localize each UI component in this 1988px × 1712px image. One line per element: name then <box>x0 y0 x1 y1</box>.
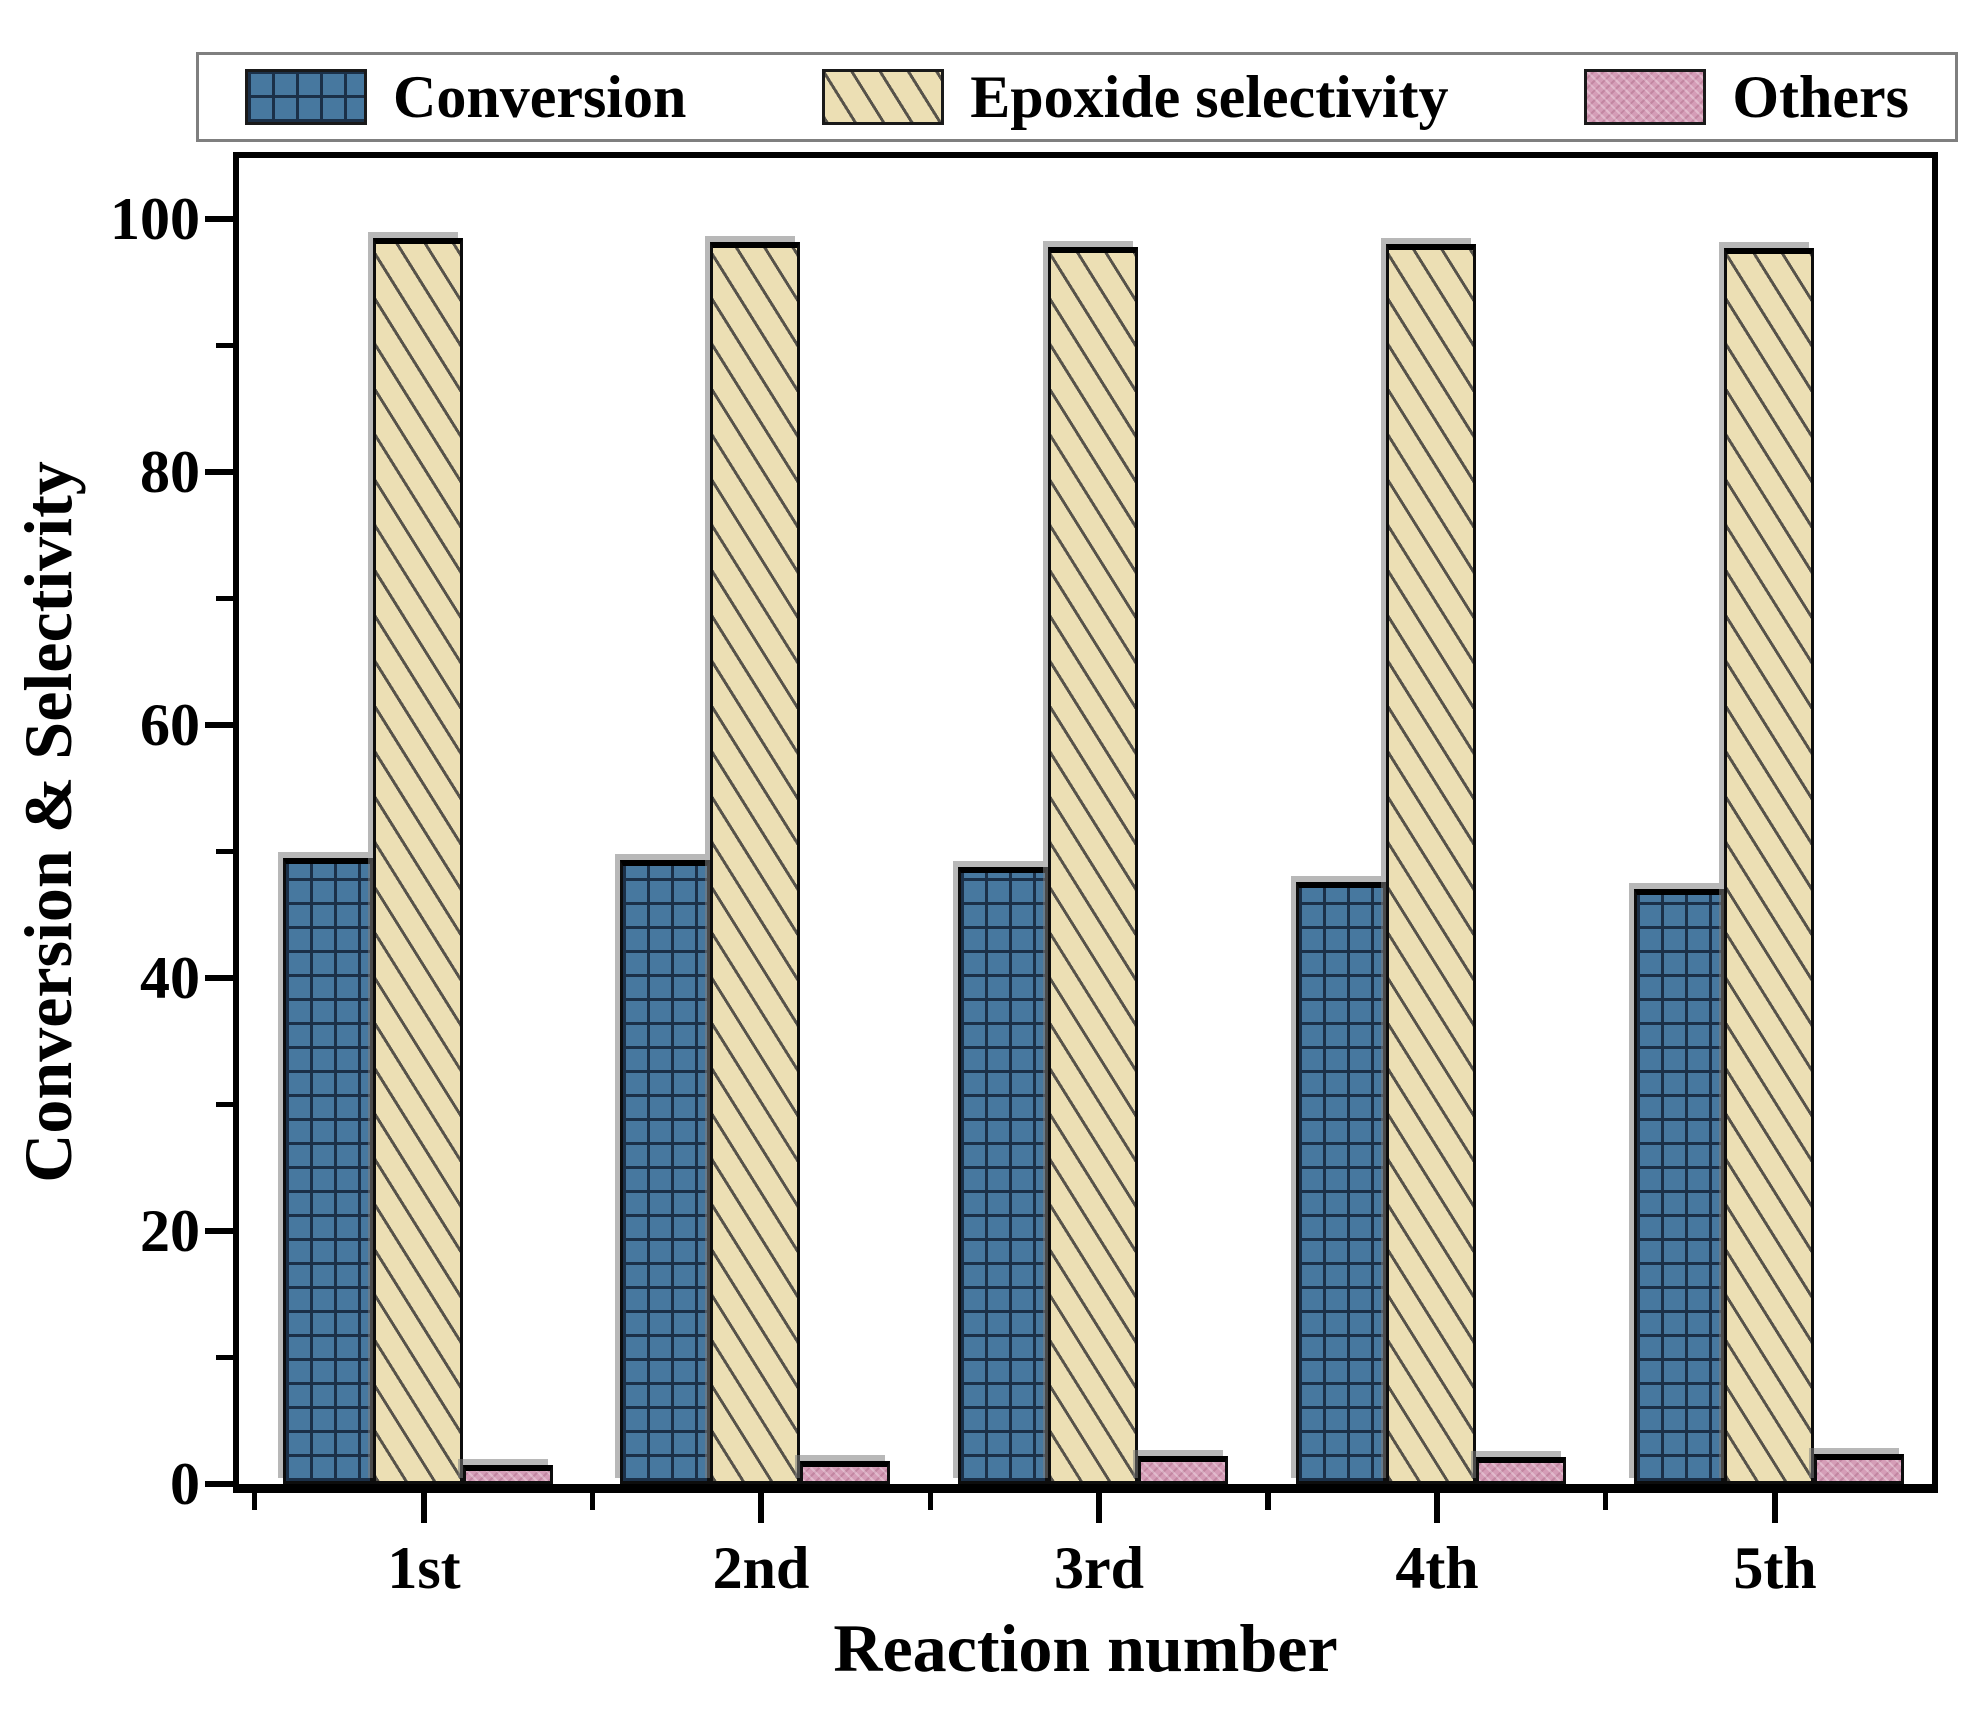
y-minor-tick <box>216 343 233 348</box>
bar-conversion-3rd <box>958 867 1048 1484</box>
bar-epoxide-selectivity-2nd <box>710 242 800 1484</box>
fine-swatch-icon <box>1584 69 1707 125</box>
bar-others-4th <box>1476 1457 1566 1484</box>
y-major-tick <box>205 975 233 981</box>
x-major-tick <box>1434 1493 1440 1523</box>
bar-others-2nd <box>800 1461 890 1484</box>
bar-epoxide-selectivity-4th <box>1386 244 1476 1484</box>
bar-epoxide-selectivity-1st <box>373 238 463 1484</box>
x-minor-tick <box>252 1493 257 1510</box>
grid-swatch-icon <box>245 69 367 125</box>
y-major-tick <box>205 469 233 475</box>
legend-item-0: Conversion <box>245 67 686 127</box>
x-major-tick <box>758 1493 764 1523</box>
legend: Conversion Epoxide selectivity Others <box>196 52 1958 142</box>
bar-epoxide-selectivity-5th <box>1724 248 1814 1484</box>
plot-area <box>233 152 1938 1493</box>
bar-epoxide-selectivity-3rd <box>1048 247 1138 1484</box>
y-major-tick <box>205 1228 233 1234</box>
legend-item-2: Others <box>1584 67 1909 127</box>
y-tick-label: 60 <box>140 692 200 758</box>
y-major-tick <box>205 722 233 728</box>
x-tick-label: 3rd <box>1054 1535 1144 1601</box>
y-minor-tick <box>216 1102 233 1107</box>
x-axis-title: Reaction number <box>833 1610 1338 1686</box>
x-major-tick <box>421 1493 427 1523</box>
y-tick-label: 0 <box>170 1451 200 1517</box>
y-minor-tick <box>216 1355 233 1360</box>
legend-label: Conversion <box>393 64 687 130</box>
bar-conversion-1st <box>283 858 373 1484</box>
bar-others-5th <box>1814 1454 1904 1484</box>
x-minor-tick <box>928 1493 933 1510</box>
x-tick-label: 5th <box>1733 1535 1817 1601</box>
diag-swatch-icon <box>822 69 945 125</box>
y-tick-label: 80 <box>140 439 200 505</box>
bar-conversion-5th <box>1634 889 1724 1484</box>
x-minor-tick <box>590 1493 595 1510</box>
legend-label: Others <box>1732 64 1909 130</box>
x-major-tick <box>1096 1493 1102 1523</box>
y-minor-tick <box>216 596 233 601</box>
x-major-tick <box>1772 1493 1778 1523</box>
legend-label: Epoxide selectivity <box>970 64 1449 130</box>
y-tick-label: 20 <box>140 1198 200 1264</box>
y-tick-label: 100 <box>110 186 200 252</box>
y-tick-label: 40 <box>140 945 200 1011</box>
bar-others-3rd <box>1138 1456 1228 1484</box>
y-axis-title: Conversion & Selectivity <box>10 461 86 1183</box>
y-major-tick <box>205 216 233 222</box>
x-tick-label: 4th <box>1395 1535 1479 1601</box>
x-minor-tick <box>1265 1493 1270 1510</box>
y-minor-tick <box>216 849 233 854</box>
bar-conversion-4th <box>1296 882 1386 1484</box>
x-minor-tick <box>1603 1493 1608 1510</box>
legend-item-1: Epoxide selectivity <box>822 64 1449 130</box>
y-major-tick <box>205 1481 233 1487</box>
x-tick-label: 2nd <box>712 1535 810 1601</box>
bar-conversion-2nd <box>620 860 710 1484</box>
x-tick-label: 1st <box>387 1535 461 1601</box>
bar-others-1st <box>463 1465 553 1484</box>
